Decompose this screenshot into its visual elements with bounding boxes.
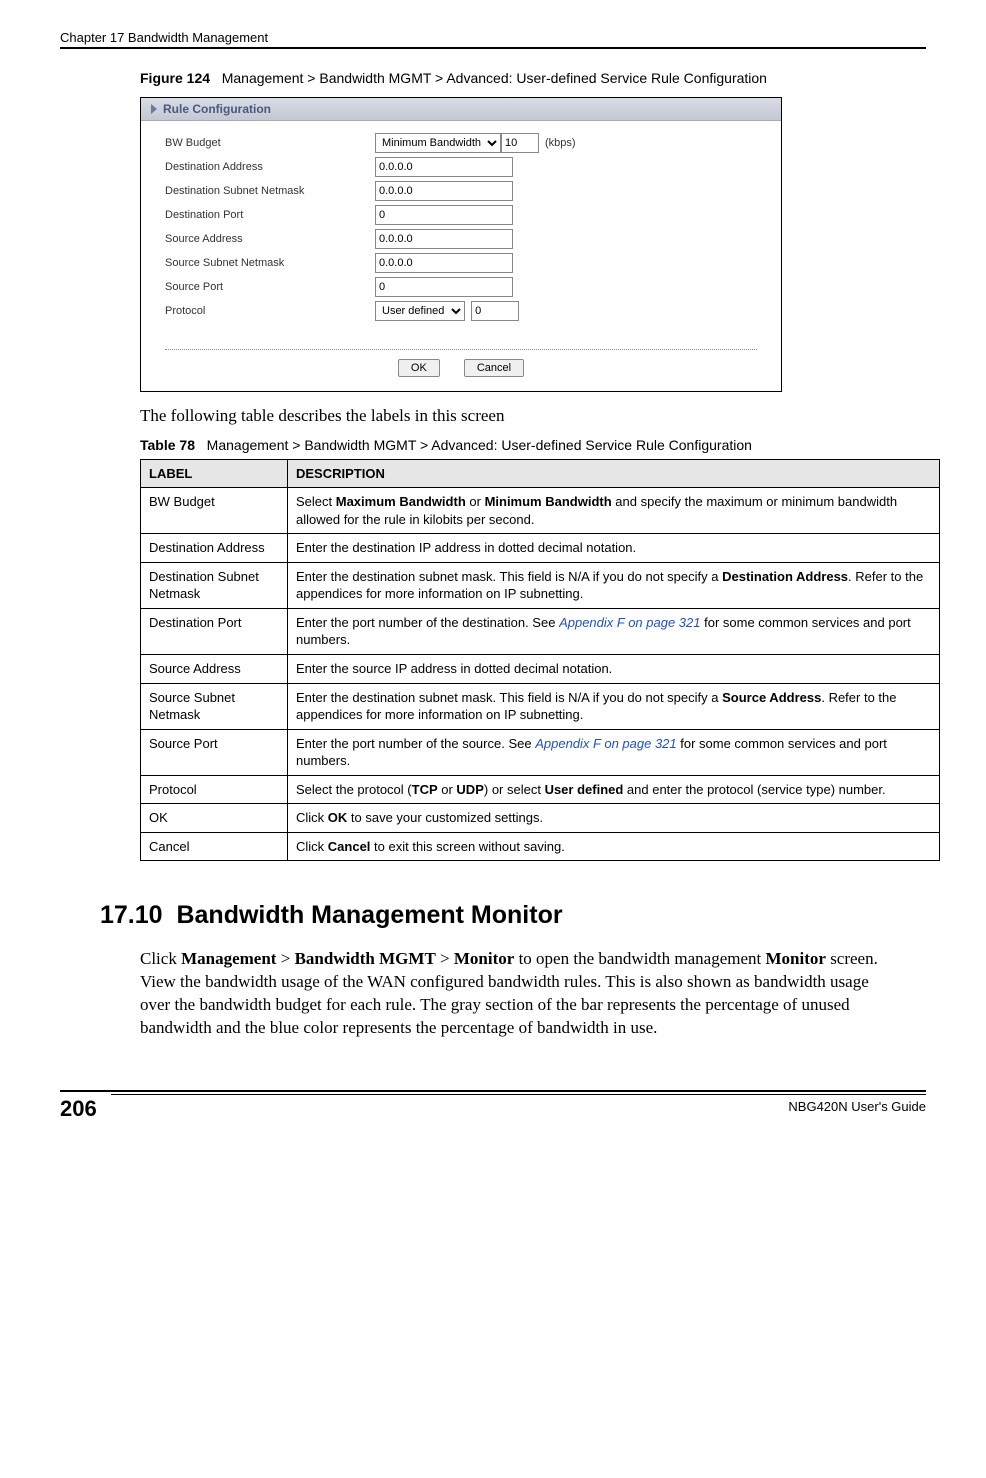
cell-label: Source Address <box>141 655 288 684</box>
chevron-icon <box>151 104 157 114</box>
figure-screenshot: Rule Configuration BW Budget Minimum Ban… <box>140 97 782 392</box>
table-row: OK Click OK to save your customized sett… <box>141 804 940 833</box>
select-bw-budget[interactable]: Minimum Bandwidth <box>375 133 501 153</box>
cancel-button[interactable]: Cancel <box>464 359 524 377</box>
row-src-mask: Source Subnet Netmask <box>165 253 757 273</box>
cell-label: Source Port <box>141 729 288 775</box>
chapter-header: Chapter 17 Bandwidth Management <box>60 30 926 47</box>
cell-label: Destination Address <box>141 534 288 563</box>
form-area: BW Budget Minimum Bandwidth (kbps) Desti… <box>141 121 781 337</box>
cell-desc: Enter the source IP address in dotted de… <box>288 655 940 684</box>
cell-label: Destination Subnet Netmask <box>141 562 288 608</box>
input-dest-addr[interactable] <box>375 157 513 177</box>
cell-label: Cancel <box>141 832 288 861</box>
input-dest-mask[interactable] <box>375 181 513 201</box>
section-heading: 17.10 Bandwidth Management Monitor <box>100 901 926 930</box>
cell-desc: Enter the destination subnet mask. This … <box>288 683 940 729</box>
label-src-port: Source Port <box>165 281 375 293</box>
footer: 206 NBG420N User's Guide <box>60 1090 926 1126</box>
label-dest-port: Destination Port <box>165 209 375 221</box>
table-row: Protocol Select the protocol (TCP or UDP… <box>141 775 940 804</box>
row-protocol: Protocol User defined <box>165 301 757 321</box>
section-number: 17.10 <box>100 901 163 929</box>
label-src-addr: Source Address <box>165 233 375 245</box>
table-row: BW Budget Select Maximum Bandwidth or Mi… <box>141 488 940 534</box>
table-label: Table 78 <box>140 437 195 453</box>
section-title: Bandwidth Management Monitor <box>176 901 562 929</box>
link-appendix[interactable]: Appendix F on page 321 <box>535 736 676 751</box>
cell-desc: Enter the port number of the destination… <box>288 608 940 654</box>
col-header-label: LABEL <box>141 460 288 488</box>
cell-desc: Enter the destination IP address in dott… <box>288 534 940 563</box>
cell-desc: Enter the destination subnet mask. This … <box>288 562 940 608</box>
table-row: Source Port Enter the port number of the… <box>141 729 940 775</box>
label-bw-budget: BW Budget <box>165 137 375 149</box>
table-header-row: LABEL DESCRIPTION <box>141 460 940 488</box>
cell-label: Protocol <box>141 775 288 804</box>
input-protocol-value[interactable] <box>471 301 519 321</box>
ok-button[interactable]: OK <box>398 359 440 377</box>
input-bw-budget-value[interactable] <box>501 133 539 153</box>
label-protocol: Protocol <box>165 305 375 317</box>
cell-desc: Click Cancel to exit this screen without… <box>288 832 940 861</box>
row-dest-addr: Destination Address <box>165 157 757 177</box>
table-row: Source Subnet Netmask Enter the destinat… <box>141 683 940 729</box>
figure-caption-text: Management > Bandwidth MGMT > Advanced: … <box>222 70 767 86</box>
row-bw-budget: BW Budget Minimum Bandwidth (kbps) <box>165 133 757 153</box>
select-protocol[interactable]: User defined <box>375 301 465 321</box>
table-row: Source Address Enter the source IP addre… <box>141 655 940 684</box>
cell-desc: Enter the port number of the source. See… <box>288 729 940 775</box>
input-src-port[interactable] <box>375 277 513 297</box>
panel-title: Rule Configuration <box>163 102 271 116</box>
table-row: Destination Address Enter the destinatio… <box>141 534 940 563</box>
cell-label: BW Budget <box>141 488 288 534</box>
dotted-divider <box>165 349 757 350</box>
figure-label: Figure 124 <box>140 70 210 86</box>
cell-label: Destination Port <box>141 608 288 654</box>
page-number: 206 <box>60 1092 107 1126</box>
table-caption: Table 78 Management > Bandwidth MGMT > A… <box>140 436 926 456</box>
button-row: OK Cancel <box>141 358 781 391</box>
row-dest-port: Destination Port <box>165 205 757 225</box>
input-dest-port[interactable] <box>375 205 513 225</box>
col-header-desc: DESCRIPTION <box>288 460 940 488</box>
unit-kbps: (kbps) <box>545 137 576 149</box>
table-caption-text: Management > Bandwidth MGMT > Advanced: … <box>207 437 752 453</box>
intro-text: The following table describes the labels… <box>140 406 926 426</box>
row-src-addr: Source Address <box>165 229 757 249</box>
cell-desc: Click OK to save your customized setting… <box>288 804 940 833</box>
input-src-mask[interactable] <box>375 253 513 273</box>
table-row: Destination Port Enter the port number o… <box>141 608 940 654</box>
footer-guide: NBG420N User's Guide <box>111 1095 926 1114</box>
figure-caption: Figure 124 Management > Bandwidth MGMT >… <box>140 69 926 89</box>
section-body: Click Management > Bandwidth MGMT > Moni… <box>140 948 886 1040</box>
row-src-port: Source Port <box>165 277 757 297</box>
cell-label: Source Subnet Netmask <box>141 683 288 729</box>
label-dest-mask: Destination Subnet Netmask <box>165 185 375 197</box>
row-dest-mask: Destination Subnet Netmask <box>165 181 757 201</box>
input-src-addr[interactable] <box>375 229 513 249</box>
cell-label: OK <box>141 804 288 833</box>
description-table: LABEL DESCRIPTION BW Budget Select Maxim… <box>140 459 940 861</box>
link-appendix[interactable]: Appendix F on page 321 <box>559 615 700 630</box>
label-src-mask: Source Subnet Netmask <box>165 257 375 269</box>
table-row: Destination Subnet Netmask Enter the des… <box>141 562 940 608</box>
cell-desc: Select the protocol (TCP or UDP) or sele… <box>288 775 940 804</box>
header-rule <box>60 47 926 49</box>
panel-header: Rule Configuration <box>141 98 781 121</box>
cell-desc: Select Maximum Bandwidth or Minimum Band… <box>288 488 940 534</box>
table-row: Cancel Click Cancel to exit this screen … <box>141 832 940 861</box>
label-dest-addr: Destination Address <box>165 161 375 173</box>
